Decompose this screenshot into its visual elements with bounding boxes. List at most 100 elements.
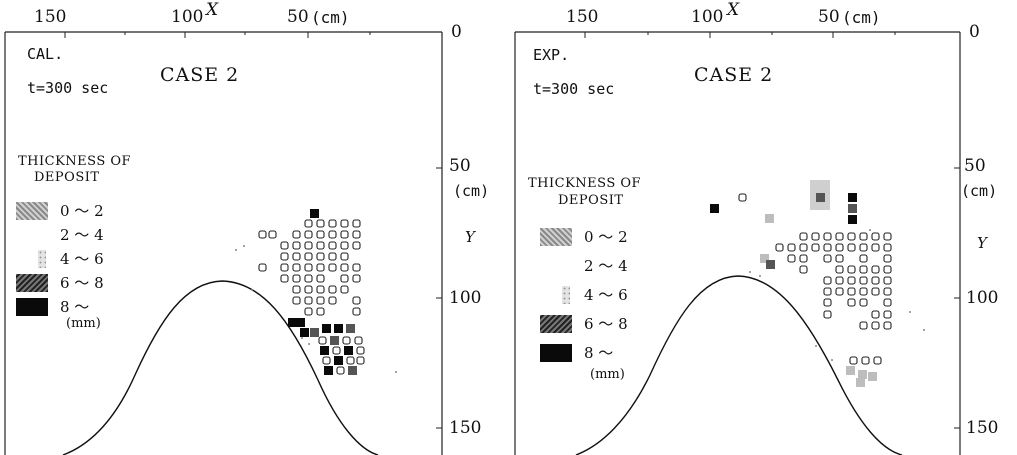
deposit-cell	[868, 372, 877, 381]
deposit-cell	[883, 276, 892, 285]
deposit-cell	[316, 274, 325, 283]
deposit-cell	[766, 260, 775, 269]
deposit-cell	[787, 243, 796, 252]
deposit-cell	[849, 356, 858, 365]
deposit-cell	[268, 230, 277, 239]
deposit-cell	[258, 263, 267, 272]
deposit-cell	[340, 252, 349, 261]
deposit-cell	[318, 336, 327, 345]
legend-label: 2 ～ 4	[584, 257, 628, 275]
legend-row: 0 ～ 2	[16, 200, 156, 222]
x-tick-50: 50	[287, 7, 309, 27]
deposit-cell	[871, 287, 880, 296]
legend-swatch	[540, 315, 572, 333]
deposit-cell	[883, 310, 892, 319]
deposit-cell	[336, 366, 345, 375]
deposit-cell	[352, 219, 361, 228]
legend-label: 8 ～	[584, 344, 614, 362]
deposit-cell	[823, 254, 832, 263]
deposit-cell	[235, 249, 237, 251]
case-label: CASE 2	[694, 64, 774, 86]
deposit-cell	[316, 285, 325, 294]
deposit-cell	[859, 243, 868, 252]
deposit-cell	[760, 254, 769, 263]
legend-label: 6 ～ 8	[584, 315, 628, 333]
deposit-cell	[300, 328, 309, 337]
deposit-cell	[883, 298, 892, 307]
x-axis-name: X	[727, 0, 740, 20]
deposit-cell	[308, 343, 310, 345]
deposit-cell	[352, 296, 361, 305]
deposit-cell	[871, 243, 880, 252]
deposit-cell	[292, 296, 301, 305]
deposit-cell	[859, 321, 868, 330]
legend-swatch	[38, 250, 46, 268]
deposit-cell	[859, 287, 868, 296]
deposit-cell	[859, 298, 868, 307]
deposit-cell	[304, 263, 313, 272]
deposit-cell	[304, 230, 313, 239]
deposit-cell	[316, 307, 325, 316]
deposit-cell	[883, 287, 892, 296]
legend-label: 4 ～ 6	[584, 286, 628, 304]
deposit-cell	[823, 232, 832, 241]
time-label: t=300 sec	[27, 79, 109, 97]
obstacle-contour	[62, 280, 379, 455]
deposit-cell	[328, 296, 337, 305]
deposit-cell	[859, 276, 868, 285]
calculated-panel: 150 100 X 50 (cm) 0 50 (cm) Y 100 150 CA…	[4, 0, 489, 455]
deposit-cell	[847, 276, 856, 285]
deposit-cell	[847, 265, 856, 274]
legend-swatch	[540, 344, 572, 362]
deposit-cell	[340, 274, 349, 283]
deposit-cell	[354, 336, 363, 345]
deposit-cell	[292, 230, 301, 239]
legend-label: 0 ～ 2	[60, 202, 104, 220]
x-tick-150: 150	[566, 7, 599, 27]
deposit-cell	[816, 193, 825, 202]
deposit-cell	[883, 243, 892, 252]
deposit-cell	[835, 287, 844, 296]
deposit-cell	[292, 263, 301, 272]
deposit-cell	[288, 318, 297, 327]
deposit-cell	[316, 263, 325, 272]
deposit-cell	[923, 329, 925, 331]
deposit-cell	[320, 346, 329, 355]
deposit-cell	[859, 265, 868, 274]
deposit-cell	[258, 230, 267, 239]
y-tick-0: 0	[451, 22, 462, 42]
deposit-cell	[835, 254, 844, 263]
deposit-cell	[342, 336, 351, 345]
y-axis-name: Y	[977, 234, 987, 252]
deposit-cell	[858, 370, 867, 379]
legend-swatch	[16, 202, 48, 220]
deposit-cell	[815, 345, 817, 347]
legend-row: 4 ～ 6	[540, 284, 680, 306]
deposit-cell	[304, 296, 313, 305]
deposit-cell	[280, 241, 289, 250]
y-tick-0: 0	[969, 22, 980, 42]
deposit-cell	[859, 254, 868, 263]
deposit-cell	[340, 219, 349, 228]
deposit-cell	[835, 265, 844, 274]
y-tick-50: 50	[964, 156, 986, 176]
legend-label: 0 ～ 2	[584, 228, 628, 246]
deposit-cell	[348, 366, 357, 375]
deposit-cell	[340, 241, 349, 250]
deposit-cell	[334, 356, 343, 365]
legend: 0 ～ 2 2 ～ 4 4 ～ 6 6 ～ 8 8 ～ (mm)	[540, 226, 680, 386]
legend-swatch	[562, 286, 570, 304]
deposit-cell	[340, 230, 349, 239]
deposit-cell	[330, 336, 339, 345]
deposit-cell	[823, 310, 832, 319]
deposit-cell	[847, 243, 856, 252]
deposit-cell	[835, 232, 844, 241]
deposit-cell	[738, 193, 747, 202]
deposit-cell	[328, 263, 337, 272]
deposit-cell	[883, 232, 892, 241]
deposit-cell	[304, 307, 313, 316]
deposit-cell	[334, 324, 343, 333]
deposit-cell	[799, 254, 808, 263]
legend-swatch	[16, 274, 48, 292]
y-tick-100: 100	[449, 288, 482, 308]
